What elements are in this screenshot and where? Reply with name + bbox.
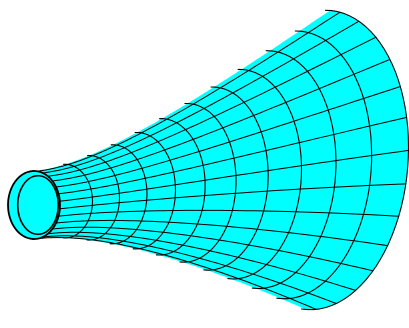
generator-line [58,209,400,217]
ring-line [62,163,94,239]
generator-line [59,149,409,202]
generator-line [55,86,401,188]
generator-line [51,226,374,272]
generator-line [42,20,360,174]
ring-line [109,144,148,245]
ring-line [251,50,337,290]
ring-line-lip [7,170,35,240]
generator-line [59,183,407,210]
generator-line [55,219,389,247]
tube-opening [16,174,60,236]
generator-line [47,36,377,177]
ring-line [203,86,269,271]
ring-line [179,102,237,263]
ring-line [155,118,206,256]
ring-line [132,131,177,250]
ring-line [86,154,121,241]
generator-line [51,58,391,182]
generator-line [36,11,341,172]
generator-line [42,235,337,304]
generator-line [47,231,357,291]
ring-line [276,30,373,300]
ring-line [300,9,409,311]
ring-line [31,170,61,240]
ring-line [227,68,303,280]
ring-lines [7,9,409,311]
generator-line [36,237,317,310]
generator-line [58,116,408,195]
generator-lines [36,11,409,310]
